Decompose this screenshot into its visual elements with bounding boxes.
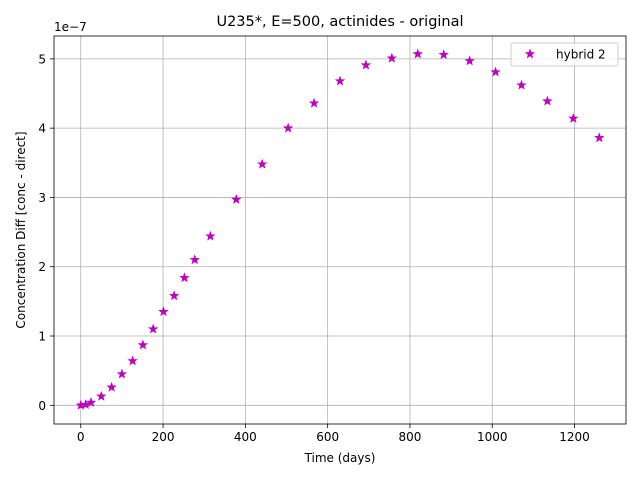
grid-lines	[54, 36, 626, 424]
legend-entry-label: hybrid 2	[556, 48, 606, 62]
data-point	[568, 112, 579, 123]
data-point	[516, 79, 527, 90]
data-point	[282, 122, 294, 133]
data-point	[205, 230, 216, 241]
data-point	[116, 368, 128, 379]
data-point	[85, 397, 97, 407]
y-tick-label: 3	[38, 191, 46, 205]
data-point	[189, 254, 200, 265]
data-point	[137, 339, 149, 350]
data-point	[464, 55, 475, 66]
data-point	[386, 52, 398, 63]
data-point	[490, 66, 501, 77]
data-points	[75, 48, 605, 410]
y-tick-label: 5	[38, 52, 46, 66]
x-tick-label: 800	[399, 430, 422, 444]
data-point	[179, 272, 190, 283]
y-tick-label: 2	[38, 260, 46, 274]
legend-box	[510, 42, 619, 67]
plot-frame	[53, 35, 627, 425]
data-point	[106, 381, 117, 392]
data-point	[334, 75, 346, 86]
data-point	[96, 390, 107, 401]
x-tick-label: 1200	[559, 430, 590, 444]
data-point	[438, 49, 449, 60]
data-point	[412, 48, 423, 59]
y-tick-label: 1	[38, 330, 46, 344]
data-point	[147, 323, 159, 334]
axis-ticks: 0 200 400 600 800 1000 1200 0 1 2 3 4 5	[38, 52, 589, 444]
data-point	[360, 59, 372, 70]
data-point	[257, 158, 268, 169]
y-tick-label: 4	[38, 122, 46, 136]
y-axis-multiplier: 1e−7	[54, 20, 87, 34]
chart-title: U235*, E=500, actinides - original	[216, 14, 463, 30]
x-tick-label: 200	[152, 430, 175, 444]
x-tick-label: 400	[234, 430, 257, 444]
data-point	[168, 290, 180, 301]
data-point	[231, 194, 242, 204]
x-tick-label: 0	[77, 430, 85, 444]
legend: hybrid 2	[510, 42, 619, 67]
y-axis-label: Concentration Diff [conc - direct]	[14, 131, 28, 328]
x-axis-label: Time (days)	[304, 451, 376, 465]
data-point	[542, 95, 553, 106]
legend-marker-star-icon	[524, 48, 536, 59]
data-point	[594, 132, 605, 143]
x-tick-label: 1000	[477, 430, 508, 444]
y-tick-label: 0	[38, 399, 46, 413]
x-tick-label: 600	[316, 430, 339, 444]
data-point	[127, 355, 138, 366]
data-point	[158, 306, 169, 317]
data-point	[308, 97, 320, 108]
